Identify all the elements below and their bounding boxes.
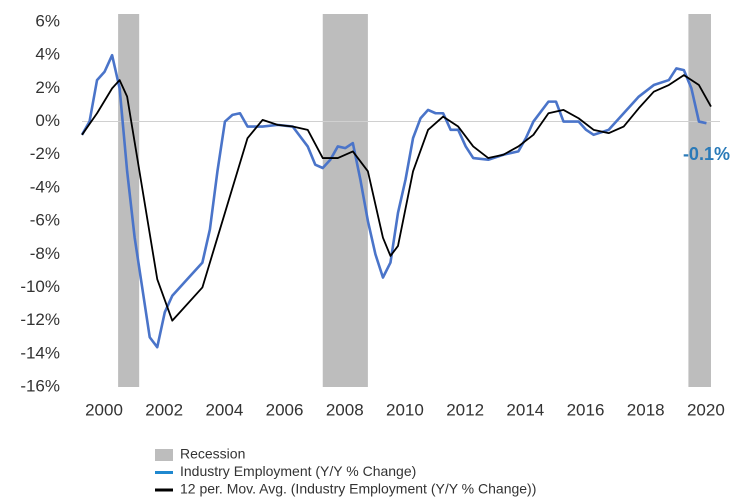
y-tick-label: 0% [35,111,60,130]
legend-swatch [155,449,173,461]
series-line [81,74,712,322]
y-tick-label: 6% [35,11,60,30]
recession-band [688,14,711,387]
x-tick-label: 2020 [687,400,725,419]
y-tick-label: -2% [30,144,60,163]
y-tick-label: -16% [20,376,60,395]
x-tick-label: 2010 [386,400,424,419]
legend-label: Industry Employment (Y/Y % Change) [180,463,416,479]
x-tick-label: 2018 [627,400,665,419]
y-tick-label: 4% [35,45,60,64]
x-tick-label: 2008 [326,400,364,419]
x-tick-label: 2000 [85,400,123,419]
legend-label: Recession [180,446,245,462]
y-tick-label: -4% [30,177,60,196]
legend-label: 12 per. Mov. Avg. (Industry Employment (… [180,481,536,497]
annotation: -0.1% [683,144,730,164]
x-tick-label: 2016 [567,400,605,419]
x-tick-label: 2006 [266,400,304,419]
recession-band [118,14,140,387]
y-tick-label: -12% [20,310,60,329]
x-tick-label: 2014 [506,400,544,419]
y-tick-label: 2% [35,78,60,97]
y-tick-label: -14% [20,343,60,362]
x-tick-label: 2012 [446,400,484,419]
y-tick-label: -6% [30,211,60,230]
x-tick-label: 2004 [205,400,243,419]
recession-band [322,14,368,387]
y-tick-label: -8% [30,244,60,263]
x-tick-label: 2002 [145,400,183,419]
y-tick-label: -10% [20,277,60,296]
series-line [80,53,707,349]
